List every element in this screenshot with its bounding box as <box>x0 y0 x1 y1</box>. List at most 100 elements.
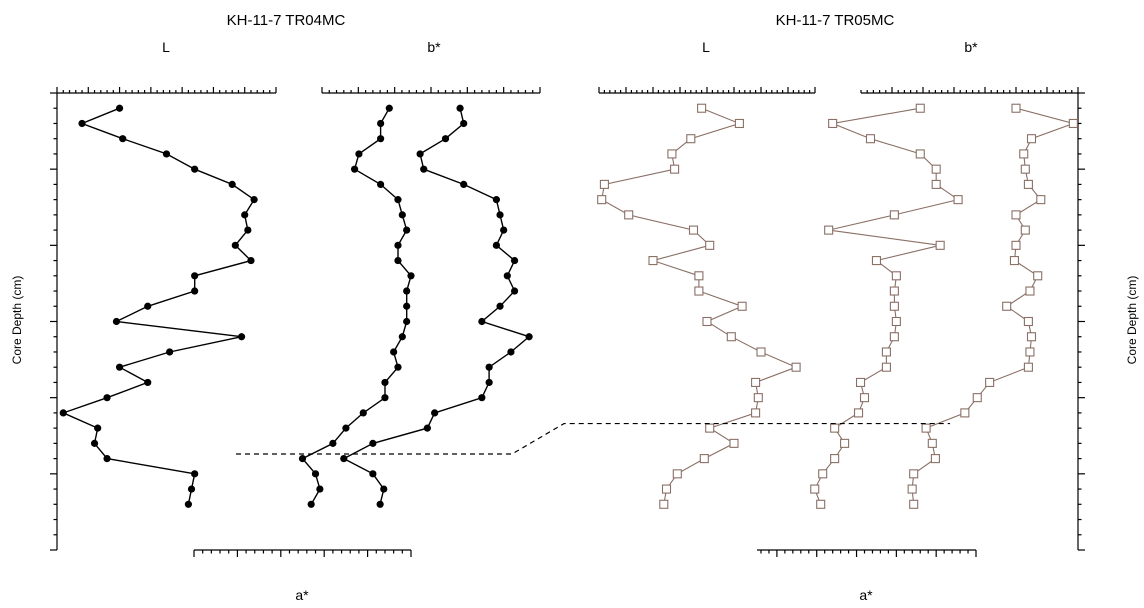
data-point <box>78 119 86 128</box>
data-point <box>500 226 508 234</box>
data-point <box>915 149 925 159</box>
data-point <box>830 423 840 433</box>
data-point <box>1023 362 1033 372</box>
data-point <box>191 272 199 280</box>
data-point <box>865 134 876 144</box>
data-point <box>376 500 384 508</box>
data-point <box>1009 256 1020 266</box>
data-point <box>398 333 406 341</box>
data-point <box>342 424 350 432</box>
data-point <box>394 256 402 265</box>
data-point <box>705 423 715 433</box>
axis-label-bstar-tr04mc: b* <box>427 39 441 55</box>
data-point <box>510 256 519 265</box>
data-point <box>661 484 672 494</box>
data-point <box>753 393 763 403</box>
panel-tr04mc: KH-11-7 TR04MC L b* a* Core Depth (cm) <box>10 12 541 603</box>
data-point <box>1023 316 1033 327</box>
data-point <box>830 454 840 464</box>
data-point <box>737 301 747 311</box>
data-point <box>420 165 428 173</box>
data-point <box>670 164 680 174</box>
data-point <box>191 287 199 295</box>
data-point <box>316 485 324 493</box>
data-point <box>853 408 864 418</box>
data-point <box>460 119 468 128</box>
data-point <box>672 469 682 479</box>
data-point <box>889 286 899 296</box>
chart-title-tr04mc: KH-11-7 TR04MC <box>227 12 346 29</box>
data-point <box>686 134 696 144</box>
data-point <box>921 423 931 433</box>
data-point <box>441 135 450 143</box>
data-point <box>381 394 389 402</box>
data-point <box>697 103 707 113</box>
data-point <box>423 424 431 432</box>
data-point <box>734 118 744 129</box>
data-point <box>359 409 367 417</box>
data-point <box>1025 347 1035 357</box>
data-point <box>927 438 937 448</box>
data-point <box>525 333 533 341</box>
data-point <box>241 211 249 219</box>
data-point <box>751 377 761 387</box>
data-point <box>907 484 917 494</box>
data-point <box>859 393 870 403</box>
data-point <box>953 195 963 205</box>
axis-label-l-tr04mc: L <box>162 39 170 55</box>
data-point <box>503 272 511 280</box>
data-point <box>891 271 901 281</box>
dashed-correlation-line <box>236 422 950 455</box>
data-point <box>416 150 424 158</box>
data-point <box>931 179 941 189</box>
data-point <box>889 332 899 342</box>
data-point <box>729 438 739 448</box>
data-point <box>624 210 634 220</box>
data-point <box>103 455 111 463</box>
data-point <box>1026 332 1037 342</box>
data-point <box>791 362 801 372</box>
data-point <box>909 469 919 479</box>
data-point <box>496 211 504 219</box>
axis-label-l-tr05mc: L <box>702 39 710 55</box>
data-point <box>144 302 152 310</box>
data-point <box>380 485 388 493</box>
data-point <box>688 225 699 235</box>
data-point <box>1068 118 1078 129</box>
data-point <box>485 363 493 371</box>
data-point <box>694 271 704 281</box>
data-point <box>385 104 393 112</box>
data-point <box>350 165 359 173</box>
data-point <box>298 455 307 463</box>
data-point <box>247 256 255 265</box>
data-point <box>889 301 899 311</box>
data-point <box>394 363 402 371</box>
data-point <box>810 484 820 494</box>
data-point <box>90 439 99 447</box>
data-point <box>231 241 239 249</box>
series-line-L-1 <box>601 107 798 505</box>
data-point <box>935 240 945 250</box>
data-point <box>355 150 363 158</box>
data-point <box>390 348 398 356</box>
data-point <box>191 470 199 478</box>
data-point <box>1033 271 1043 281</box>
data-point <box>816 499 826 509</box>
data-point <box>648 256 658 266</box>
data-point <box>431 409 439 417</box>
data-point <box>881 347 891 357</box>
data-point <box>381 378 389 387</box>
data-point <box>931 164 941 174</box>
data-point <box>496 302 504 310</box>
data-point <box>460 180 468 188</box>
data-point <box>855 377 866 387</box>
dashed-correlation-path <box>236 422 950 455</box>
data-point <box>667 149 677 159</box>
data-point <box>184 500 192 508</box>
data-point <box>597 195 607 205</box>
data-point <box>115 363 124 371</box>
data-point <box>377 119 385 128</box>
data-point <box>340 455 348 463</box>
data-point <box>485 378 493 387</box>
